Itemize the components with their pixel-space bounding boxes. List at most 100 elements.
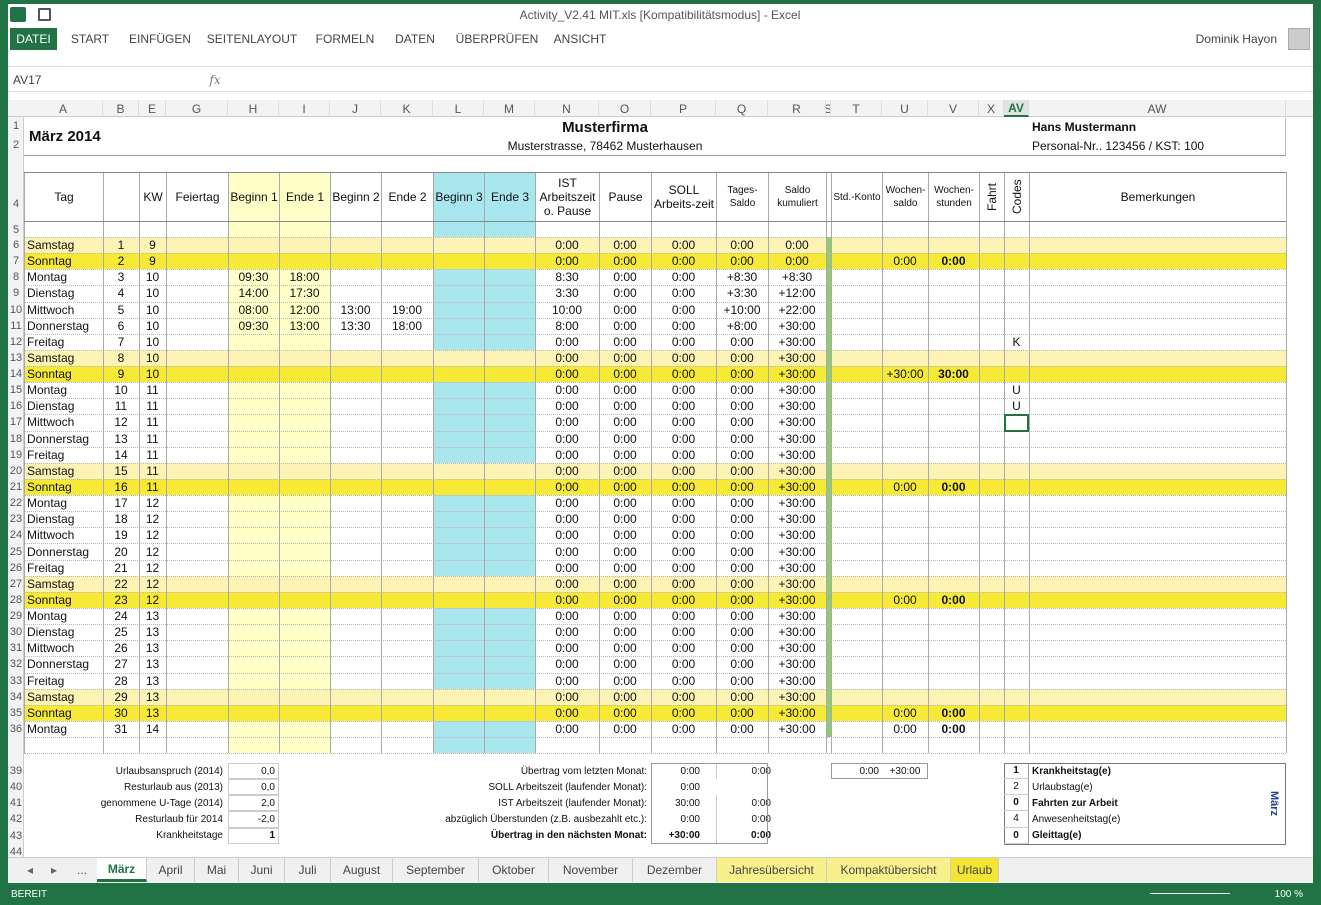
summary-label: Übertrag vom letzten Monat: <box>520 765 647 777</box>
sheet-tab[interactable]: Juni <box>239 858 285 882</box>
row-header: 35 <box>9 706 23 719</box>
sheet-tab[interactable]: Juli <box>285 858 331 882</box>
cell: 3:30 <box>555 286 579 301</box>
sheet-tab[interactable]: Oktober <box>479 858 549 882</box>
cell: K <box>1012 334 1021 349</box>
cell: 0:00 <box>671 705 696 720</box>
cell: 0:00 <box>613 560 637 575</box>
summary-value: 2,0 <box>228 795 279 812</box>
ribbon-tab[interactable]: DATEN <box>395 32 435 46</box>
cell: 0:00 <box>555 560 579 575</box>
cell: 6 <box>117 318 125 333</box>
cell: 24 <box>114 609 128 624</box>
cell: 21 <box>114 560 128 575</box>
cell: 0:00 <box>671 367 696 382</box>
cell: +30:00 <box>778 673 816 688</box>
legend-count: 0 <box>1004 795 1029 812</box>
cell: 0:00 <box>730 721 754 736</box>
cell: 25 <box>114 625 128 640</box>
row-header: 16 <box>9 400 23 413</box>
ribbon-tab[interactable]: SEITENLAYOUT <box>206 32 298 46</box>
column-gridline <box>599 172 600 754</box>
table-header: SOLL Arbeits-zeit <box>653 183 715 211</box>
column-gridline <box>882 172 883 754</box>
cell: 0:00 <box>555 528 579 543</box>
row-header: 10 <box>9 303 23 316</box>
column-header: T <box>831 100 882 117</box>
ribbon-tab[interactable]: DATEI <box>10 28 57 50</box>
row-gridline <box>24 543 1286 545</box>
row-gridline <box>24 591 1286 593</box>
summary-value: 1 <box>228 827 279 844</box>
cell: 10 <box>145 270 160 285</box>
sheet-tab[interactable]: Mai <box>195 858 239 882</box>
cell: 0:00 <box>613 641 637 656</box>
cell: 0:00 <box>555 447 579 462</box>
name-box[interactable]: AV17 <box>13 73 42 87</box>
cell: 08:00 <box>238 302 269 317</box>
cell: 0:00 <box>555 657 579 672</box>
ribbon-tab[interactable]: FORMELN <box>315 32 375 46</box>
sheet-tab[interactable]: September <box>393 858 479 882</box>
ribbon-tab[interactable]: START <box>70 32 110 46</box>
cell: 0:00 <box>671 286 696 301</box>
cell: 0:00 <box>555 496 579 511</box>
cell: 0:00 <box>613 286 637 301</box>
cell: 12 <box>145 528 160 543</box>
cell: 0:00 <box>555 383 579 398</box>
cell: 0:00 <box>613 689 637 704</box>
cell: Sonntag <box>27 592 72 607</box>
user-name: Dominik Hayon <box>1195 32 1277 46</box>
cell: 1 <box>117 238 125 253</box>
ribbon-tab[interactable]: EINFÜGEN <box>130 32 190 46</box>
ribbon-tab[interactable]: ÜBERPRÜFEN <box>455 32 539 46</box>
table-header: Beginn 2 <box>332 190 380 204</box>
sheet-nav[interactable]: ◂ <box>26 863 34 877</box>
more-tabs[interactable]: ... <box>76 863 87 877</box>
summary-label: IST Arbeitszeit (laufender Monat): <box>498 797 647 809</box>
sheet-tab[interactable]: März <box>97 858 147 882</box>
cell: 0:00 <box>893 721 917 736</box>
cell: 0:00 <box>730 625 754 640</box>
sheet-tab[interactable]: November <box>549 858 633 882</box>
summary-label: Übertrag in den nächsten Monat: <box>490 830 647 842</box>
cell: Montag <box>27 609 68 624</box>
table-header: KW <box>143 190 163 204</box>
cell: +30:00 <box>778 721 816 736</box>
cell: 0:00 <box>613 318 637 333</box>
cell: 0:00 <box>555 625 579 640</box>
sheet-tab[interactable]: Kompaktübersicht <box>827 858 951 882</box>
row-header: 25 <box>9 545 23 558</box>
cell: Dienstag <box>27 286 75 301</box>
row-gridline <box>24 285 1286 287</box>
sheet-tab[interactable]: Jahresübersicht <box>717 858 827 882</box>
row-header: 39 <box>9 765 23 778</box>
column-header: O <box>599 100 651 117</box>
legend-label: Fahrten zur Arbeit <box>1032 797 1118 809</box>
cell: 0:00 <box>555 463 579 478</box>
sheet-nav[interactable]: ▸ <box>50 863 58 877</box>
cell: +8:30 <box>781 270 813 285</box>
row-header: 11 <box>10 319 22 332</box>
cell: 0:00 <box>555 576 579 591</box>
sheet-tab[interactable]: Urlaub <box>951 858 999 882</box>
save-icon[interactable] <box>38 8 51 21</box>
ribbon-tab[interactable]: ANSICHT <box>553 32 607 46</box>
cell: 14 <box>114 447 128 462</box>
cell: 0:00 <box>671 350 696 365</box>
cell: 0:00 <box>555 705 579 720</box>
sheet-tab[interactable]: August <box>331 858 393 882</box>
sheet-tab[interactable]: Dezember <box>633 858 717 882</box>
column-header: V <box>928 100 979 117</box>
cell: +30:00 <box>778 399 816 414</box>
legend-label: Urlaubstag(e) <box>1032 781 1093 793</box>
row-header: 21 <box>9 481 23 493</box>
cell: 0:00 <box>941 705 966 720</box>
column-gridline <box>381 172 382 754</box>
sheet-tab[interactable]: April <box>147 858 195 882</box>
table-header: Wochen-stunden <box>934 185 974 209</box>
cell: +30:00 <box>778 367 816 382</box>
cell: 0:00 <box>671 238 696 253</box>
cell: 0:00 <box>613 431 637 446</box>
cell: 0:00 <box>555 254 579 269</box>
